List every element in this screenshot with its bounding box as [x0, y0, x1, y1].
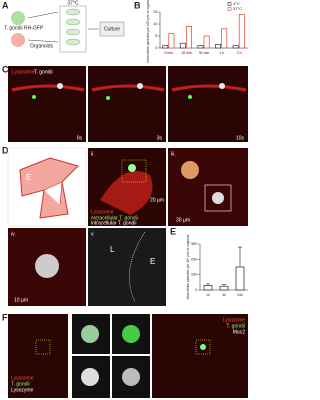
legend-text: Lysozyme [223, 317, 246, 323]
x-tick-label: 1 h [219, 51, 224, 55]
legend-text: 37°C [233, 6, 242, 11]
label: 37°C [67, 0, 79, 6]
sub-label: v. [91, 231, 95, 237]
bar [221, 28, 228, 49]
sub-label: iii. [171, 151, 176, 157]
bar [162, 45, 169, 49]
y-axis-label: Intracellular parasites per 100 µm² of o… [146, 0, 150, 63]
bar [215, 44, 222, 49]
label: Organoids [30, 43, 54, 49]
y-axis-label: Intracellular parasites per 10⁶ µm² of o… [186, 234, 190, 299]
panel-label: A [2, 0, 9, 10]
x-tick-label: 30 min [199, 51, 210, 55]
bar [219, 285, 229, 291]
y-tick-label: 10 [153, 21, 158, 26]
legend-text: Lysosome [12, 69, 35, 75]
legend-text: T. gondii [11, 381, 30, 387]
scale-label: 20 µm [150, 197, 164, 203]
region-label: L [110, 245, 115, 254]
sub-label: iv. [11, 231, 16, 237]
legend-text: T. gondii [34, 69, 53, 75]
bar [197, 45, 204, 49]
bar [203, 285, 213, 291]
legend-text: Lysosome [91, 209, 114, 215]
panel-d [7, 147, 248, 306]
legend-swatch [227, 2, 232, 6]
legend-text: Lysozyme [11, 387, 34, 393]
region-label: L [50, 189, 55, 198]
x-tick-label: 5 min [165, 51, 174, 55]
error-bar [206, 283, 210, 286]
legend-text: intracellular T. gondii [91, 220, 137, 226]
x-tick-label: 4h [222, 293, 226, 297]
label: T. gondii RH-GFP [4, 25, 44, 31]
y-tick-label: 5 [155, 33, 158, 38]
panel-label: C [2, 64, 9, 74]
legend-text: Muc2 [233, 329, 245, 335]
y-tick-label: 15 [153, 9, 158, 14]
panel-label: F [2, 312, 8, 322]
y-tick-label: 0 [155, 45, 158, 50]
error-bar [238, 246, 242, 267]
bar [168, 33, 175, 49]
scale-label: 30 µm [176, 217, 190, 223]
legend-text: extracellular T. gondii [91, 215, 138, 221]
sub-label: i. [11, 151, 14, 157]
panel-label: E [170, 226, 176, 236]
legend-text: 4°C [233, 1, 240, 6]
panel-label: B [134, 0, 141, 10]
sub-label: ii. [91, 151, 95, 157]
y-tick-label: 0 [195, 287, 198, 292]
legend-text: Lysosome [11, 375, 34, 381]
scale-label: 10 µm [14, 297, 28, 303]
legend-swatch [227, 7, 232, 11]
x-tick-label: 15 min [181, 51, 192, 55]
time-label: 10s [236, 135, 245, 141]
x-tick-label: 2 h [237, 51, 242, 55]
y-tick-label: 100 [191, 272, 198, 277]
panel-label: D [2, 145, 9, 155]
bar [235, 266, 245, 291]
x-tick-label: 24h [237, 293, 243, 297]
region-label: E [150, 257, 155, 266]
region-label: E [26, 173, 31, 182]
figure: A T. gondii RH-GFP Organoids 37°C Cultur… [2, 0, 248, 398]
time-label: 0s [77, 135, 83, 141]
bar [179, 42, 186, 49]
legend-text: T. gondii [226, 323, 245, 329]
bar [203, 35, 210, 49]
bar [232, 45, 239, 49]
time-label: 3s [157, 135, 163, 141]
error-bar [222, 284, 226, 287]
bar [238, 14, 245, 49]
bar [186, 26, 192, 49]
panel-f [8, 314, 248, 398]
y-tick-label: 300 [191, 241, 198, 246]
x-tick-label: 1h [206, 293, 210, 297]
panel-c [8, 66, 248, 142]
y-tick-label: 200 [191, 256, 198, 261]
label: Culture [104, 26, 120, 32]
panel-a [11, 5, 125, 53]
